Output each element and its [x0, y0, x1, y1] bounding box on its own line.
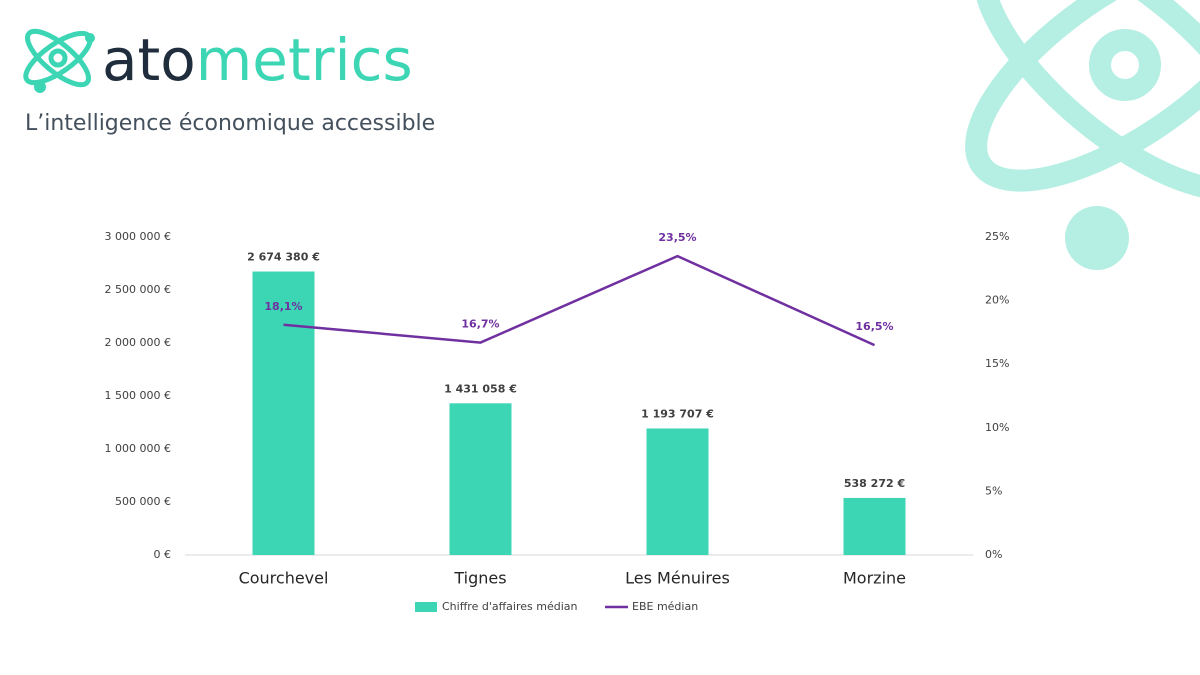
- decorative-atom: [965, 0, 1200, 201]
- y-tick-label: 500 000 €: [115, 495, 171, 508]
- bar-value-label: 2 674 380 €: [247, 251, 320, 264]
- y2-tick-label: 25%: [985, 230, 1009, 243]
- x-tick-label: Les Ménuires: [625, 569, 730, 588]
- y2-tick-label: 20%: [985, 294, 1009, 307]
- bar-value-label: 1 193 707 €: [641, 407, 714, 420]
- chart: 0 € 500 000 € 1 000 000 € 1 500 000 € 2 000 …: [105, 230, 1010, 613]
- x-tick-label: Courchevel: [239, 569, 329, 588]
- y2-tick-label: 10%: [985, 421, 1009, 434]
- y-tick-label: 1 000 000 €: [105, 442, 171, 455]
- bar: [252, 271, 315, 555]
- bar: [843, 497, 906, 555]
- line-value-label: 16,5%: [855, 320, 893, 333]
- line-value-label: 16,7%: [461, 318, 499, 331]
- bar-value-label: 1 431 058 €: [444, 382, 517, 395]
- y2-tick-label: 0%: [985, 548, 1002, 561]
- legend-label: Chiffre d'affaires médian: [442, 600, 577, 613]
- logo-dot: [85, 33, 95, 43]
- line-value-label: 23,5%: [658, 231, 696, 244]
- brand-part: metrics: [196, 26, 413, 94]
- bar: [449, 403, 512, 555]
- y-tick-label: 3 000 000 €: [105, 230, 171, 243]
- logo-icon: [23, 28, 93, 88]
- y2-tick-label: 5%: [985, 484, 1002, 497]
- y-tick-label: 0 €: [154, 548, 172, 561]
- legend-label: EBE médian: [632, 600, 698, 613]
- line: [283, 254, 876, 347]
- x-tick-label: Tignes: [453, 569, 506, 588]
- y2-tick-label: 15%: [985, 357, 1009, 370]
- brand-part: ato: [102, 26, 196, 94]
- bar-value-label: 538 272 €: [844, 477, 905, 490]
- y-tick-label: 2 000 000 €: [105, 336, 171, 349]
- line-value-label: 18,1%: [264, 300, 302, 313]
- bar: [646, 428, 709, 555]
- x-tick-label: Morzine: [843, 569, 906, 588]
- brand: atometrics: [102, 26, 413, 94]
- tagline: L’intelligence économique accessible: [25, 111, 435, 136]
- logo-dot: [34, 81, 46, 93]
- y-tick-label: 1 500 000 €: [105, 389, 171, 402]
- decorative-dot: [1065, 206, 1129, 270]
- legend-swatch: [415, 602, 437, 612]
- y-tick-label: 2 500 000 €: [105, 283, 171, 296]
